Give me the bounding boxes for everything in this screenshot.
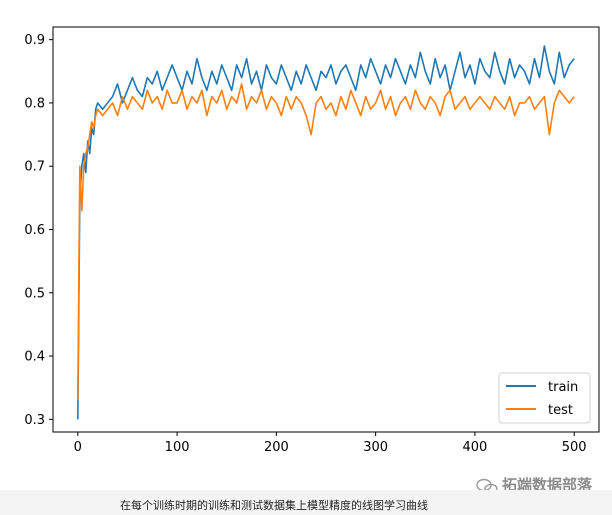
- x-tick-label: 100: [165, 440, 190, 455]
- y-tick-label: 0.5: [24, 286, 45, 301]
- series-layer: [77, 45, 575, 420]
- plot-background: [53, 27, 599, 432]
- y-tick-label: 0.7: [24, 160, 45, 175]
- x-tick-label: 400: [462, 440, 487, 455]
- legend-label-test: test: [548, 403, 573, 418]
- axis-layer: 0 100 200 300 400 500 0.3 0.4 0.5 0.6 0.7 0.8 0.9: [24, 33, 586, 455]
- watermark-text: 拓端数据部落: [502, 476, 593, 494]
- y-tick-label: 0.4: [24, 350, 45, 365]
- series-line-test: [77, 83, 575, 401]
- y-tick-label: 0.3: [24, 413, 45, 428]
- legend-label-train: train: [548, 380, 578, 395]
- x-tick-label: 300: [363, 440, 388, 455]
- y-tick-label: 0.8: [24, 96, 45, 111]
- figure-caption: 在每个训练时期的训练和测试数据集上模型精度的线图学习曲线: [120, 499, 428, 512]
- caption-bar: [0, 490, 612, 515]
- x-tick-label: 500: [562, 440, 587, 455]
- legend: train test: [498, 372, 591, 424]
- x-tick-label: 0: [74, 440, 82, 455]
- y-tick-label: 0.6: [24, 223, 45, 238]
- y-tick-label: 0.9: [24, 33, 45, 48]
- x-tick-label: 200: [264, 440, 289, 455]
- chart: 0 100 200 300 400 500 0.3 0.4 0.5 0.6 0.7 0.8 0.9 tr…: [24, 26, 600, 455]
- series-line-train: [77, 45, 575, 420]
